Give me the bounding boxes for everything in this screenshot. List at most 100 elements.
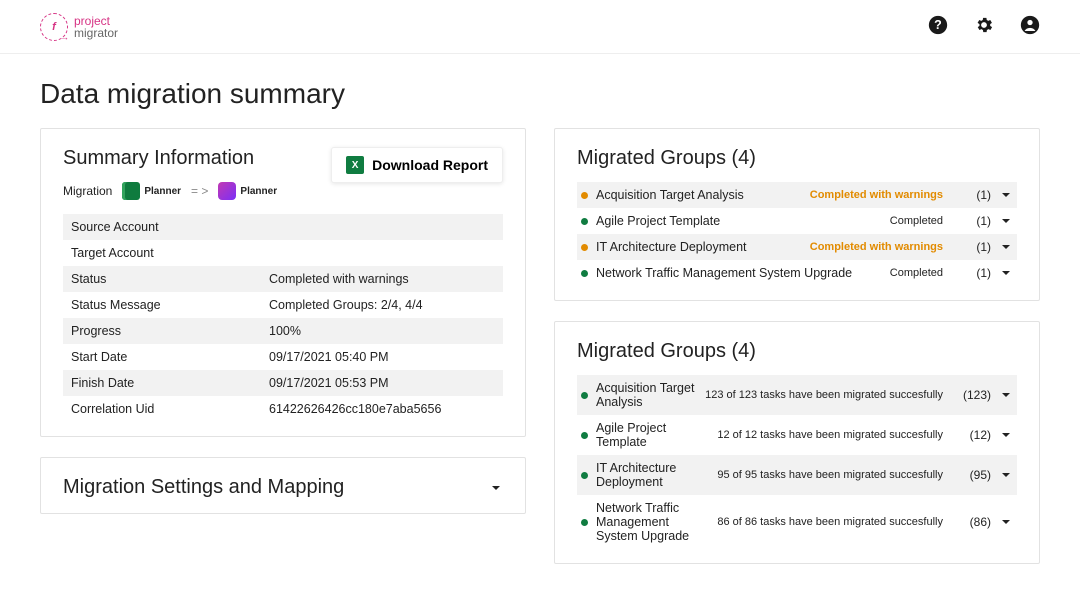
user-icon[interactable] <box>1020 15 1040 38</box>
summary-value: 09/17/2021 05:53 PM <box>261 370 503 396</box>
group-status: 86 of 86 tasks have been migrated succes… <box>717 516 947 528</box>
page-title: Data migration summary <box>40 78 1040 110</box>
group-name: IT Architecture Deployment <box>596 461 709 489</box>
migration-row: Migration Planner = > Planner <box>63 182 277 200</box>
summary-head: Summary Information Migration Planner = … <box>63 147 503 214</box>
header-icons: ? <box>928 15 1040 38</box>
right-column: Migrated Groups (4) Acquisition Target A… <box>554 128 1040 584</box>
group-name: Agile Project Template <box>596 214 882 228</box>
group-name: Network Traffic Management System Upgrad… <box>596 501 709 543</box>
logo[interactable]: f project migrator <box>40 13 118 41</box>
summary-value: 100% <box>261 318 503 344</box>
status-dot-icon <box>581 472 588 479</box>
summary-table-row: Start Date09/17/2021 05:40 PM <box>63 344 503 370</box>
group-row[interactable]: Agile Project Template Completed (1) <box>577 208 1017 234</box>
summary-key: Target Account <box>63 240 261 266</box>
status-dot-icon <box>581 192 588 199</box>
logo-text: project migrator <box>74 15 118 39</box>
group-status: Completed <box>890 267 947 279</box>
target-app-chip: Planner <box>218 182 277 200</box>
group-count: (1) <box>955 214 991 228</box>
summary-table-row: Progress100% <box>63 318 503 344</box>
group-status: 12 of 12 tasks have been migrated succes… <box>717 429 947 441</box>
group-count: (1) <box>955 240 991 254</box>
settings-card[interactable]: Migration Settings and Mapping <box>40 457 526 514</box>
status-dot-icon <box>581 244 588 251</box>
groups-card-b: Migrated Groups (4) Acquisition Target A… <box>554 321 1040 564</box>
group-name: Acquisition Target Analysis <box>596 381 697 409</box>
summary-table-row: Status MessageCompleted Groups: 2/4, 4/4 <box>63 292 503 318</box>
status-dot-icon <box>581 392 588 399</box>
arrow-icon: = > <box>191 184 208 198</box>
groups-a-list: Acquisition Target AnalysisCompleted wit… <box>577 182 1017 286</box>
groups-a-title: Migrated Groups (4) <box>577 147 1017 170</box>
status-dot-icon <box>581 270 588 277</box>
summary-value <box>261 240 503 266</box>
group-row[interactable]: IT Architecture Deployment 95 of 95 tasks… <box>577 455 1017 495</box>
group-name: Agile Project Template <box>596 421 709 449</box>
group-row[interactable]: Network Traffic Management System Upgrad… <box>577 260 1017 286</box>
summary-value: Completed with warnings <box>261 266 503 292</box>
summary-card: Summary Information Migration Planner = … <box>40 128 526 437</box>
group-row[interactable]: Acquisition Target AnalysisCompleted wit… <box>577 182 1017 208</box>
summary-key: Start Date <box>63 344 261 370</box>
summary-table-row: Correlation Uid61422626426cc180e7aba5656 <box>63 396 503 422</box>
status-dot-icon <box>581 432 588 439</box>
chevron-down-icon[interactable] <box>999 390 1013 400</box>
summary-key: Finish Date <box>63 370 261 396</box>
chevron-down-icon[interactable] <box>999 242 1013 252</box>
help-icon[interactable]: ? <box>928 15 948 38</box>
source-app-label: Planner <box>144 186 181 197</box>
page: Data migration summary Summary Informati… <box>0 54 1080 608</box>
summary-value: Completed Groups: 2/4, 4/4 <box>261 292 503 318</box>
summary-value: 61422626426cc180e7aba5656 <box>261 396 503 422</box>
summary-table-row: Target Account <box>63 240 503 266</box>
excel-icon: X <box>346 156 364 174</box>
groups-card-a: Migrated Groups (4) Acquisition Target A… <box>554 128 1040 301</box>
logo-line2: migrator <box>74 27 118 39</box>
planner-purple-icon <box>218 182 236 200</box>
group-status: 123 of 123 tasks have been migrated succ… <box>705 389 947 401</box>
chevron-down-icon[interactable] <box>999 190 1013 200</box>
target-app-label: Planner <box>240 186 277 197</box>
groups-b-list: Acquisition Target Analysis 123 of 123 ta… <box>577 375 1017 549</box>
gear-icon[interactable] <box>974 15 994 38</box>
summary-table: Source AccountTarget AccountStatusComple… <box>63 214 503 422</box>
left-column: Summary Information Migration Planner = … <box>40 128 526 534</box>
chevron-down-icon[interactable] <box>999 268 1013 278</box>
summary-title: Summary Information <box>63 147 277 170</box>
svg-text:?: ? <box>934 18 942 32</box>
logo-line1: project <box>74 15 118 27</box>
chevron-down-icon[interactable] <box>999 517 1013 527</box>
group-count: (86) <box>955 515 991 529</box>
group-row[interactable]: Network Traffic Management System Upgrad… <box>577 495 1017 549</box>
group-count: (95) <box>955 468 991 482</box>
group-status: 95 of 95 tasks have been migrated succes… <box>717 469 947 481</box>
download-report-button[interactable]: X Download Report <box>331 147 503 183</box>
settings-title: Migration Settings and Mapping <box>63 476 344 499</box>
chevron-down-icon[interactable] <box>999 216 1013 226</box>
group-row[interactable]: IT Architecture DeploymentCompleted with… <box>577 234 1017 260</box>
chevron-down-icon <box>489 483 503 493</box>
group-row[interactable]: Acquisition Target Analysis 123 of 123 ta… <box>577 375 1017 415</box>
summary-key: Progress <box>63 318 261 344</box>
group-status: Completed with warnings <box>810 241 947 253</box>
settings-toggle[interactable]: Migration Settings and Mapping <box>63 476 503 499</box>
planner-green-icon <box>122 182 140 200</box>
summary-key: Source Account <box>63 214 261 240</box>
summary-key: Status <box>63 266 261 292</box>
chevron-down-icon[interactable] <box>999 430 1013 440</box>
group-row[interactable]: Agile Project Template 12 of 12 tasks hav… <box>577 415 1017 455</box>
groups-b-title: Migrated Groups (4) <box>577 340 1017 363</box>
source-app-chip: Planner <box>122 182 181 200</box>
group-count: (1) <box>955 266 991 280</box>
group-count: (123) <box>955 388 991 402</box>
group-status: Completed <box>890 215 947 227</box>
summary-table-row: Source Account <box>63 214 503 240</box>
top-header: f project migrator ? <box>0 0 1080 54</box>
group-status: Completed with warnings <box>810 189 947 201</box>
migration-label: Migration <box>63 184 112 198</box>
chevron-down-icon[interactable] <box>999 470 1013 480</box>
group-count: (12) <box>955 428 991 442</box>
group-name: Network Traffic Management System Upgrad… <box>596 266 882 280</box>
